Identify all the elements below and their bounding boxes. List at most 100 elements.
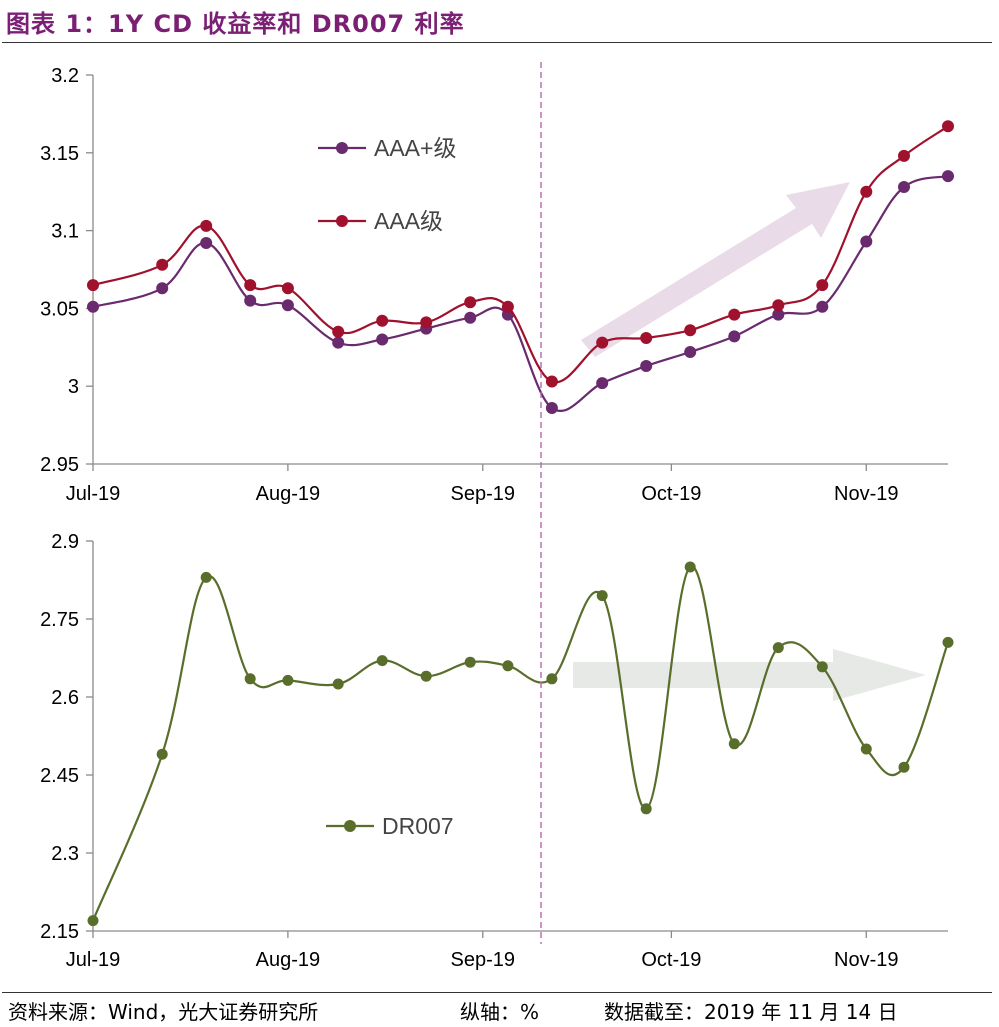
y-tick-label: 3.1 <box>51 221 79 243</box>
y-tick-label: 2.95 <box>40 454 79 476</box>
data-point <box>942 120 954 133</box>
y-tick-label: 2.75 <box>40 609 79 631</box>
data-point <box>545 375 558 388</box>
data-point <box>156 748 168 760</box>
y-tick-label: 3.2 <box>51 65 79 87</box>
data-point <box>728 308 741 321</box>
data-point <box>87 915 99 927</box>
x-tick-label: Sep-19 <box>451 949 516 971</box>
data-point <box>376 314 389 327</box>
data-point <box>640 332 653 344</box>
data-point <box>596 377 609 390</box>
data-point <box>464 311 477 324</box>
data-date-note: 数据截至：2019 年 11 月 14 日 <box>604 1000 898 1024</box>
footer: 资料来源：Wind，光大证券研究所 纵轴：% 数据截至：2019 年 11 月 … <box>8 996 988 1024</box>
chart-panel-1: 2.95 3 3.05 3.1 3.15 3.2 Jul-19 Aug-19 Sep-19 Oct… <box>40 65 954 505</box>
series-line <box>91 565 950 922</box>
x-tick-label: Nov-19 <box>834 949 898 971</box>
data-point <box>772 308 785 321</box>
x-tick-label: Aug-19 <box>256 949 321 971</box>
trend-arrow-up <box>581 182 850 357</box>
data-point <box>156 282 169 295</box>
data-point <box>728 330 741 343</box>
legend-marker <box>336 142 348 154</box>
data-point <box>545 402 558 414</box>
data-point <box>684 346 697 358</box>
x-tick-label: Oct-19 <box>641 949 701 971</box>
x-tick-label: Oct-19 <box>641 483 701 505</box>
source-note: 资料来源：Wind，光大证券研究所 <box>8 1000 319 1024</box>
x-tick-label: Aug-19 <box>256 483 321 505</box>
y-tick-label: 2.3 <box>51 843 79 865</box>
legend-entry: AAA级 <box>318 208 443 234</box>
footer-rule <box>2 992 992 993</box>
data-point <box>772 299 785 312</box>
data-point <box>772 642 784 654</box>
data-point <box>546 673 558 685</box>
x-tick-label: Nov-19 <box>834 483 898 505</box>
data-point <box>898 181 910 193</box>
data-point <box>200 237 213 249</box>
data-point <box>244 294 257 307</box>
y-tick-label: 3.15 <box>40 143 79 165</box>
chart-canvas: 2.95 3 3.05 3.1 3.15 3.2 Jul-19 Aug-19 Sep-19 Oct… <box>40 62 954 971</box>
data-point <box>816 279 829 292</box>
data-point <box>942 170 954 183</box>
data-point <box>898 149 910 162</box>
data-point <box>684 324 697 337</box>
data-point <box>898 761 910 773</box>
data-point <box>200 571 212 583</box>
data-point <box>860 743 872 755</box>
data-point <box>464 296 477 309</box>
chart-panel-2: 2.15 2.3 2.45 2.6 2.75 2.9 Jul-19 Aug-19 Sep-19 O… <box>40 531 954 971</box>
data-point <box>282 674 294 686</box>
data-point <box>87 300 99 313</box>
legend-marker <box>336 215 348 227</box>
x-tick-label: Jul-19 <box>66 949 120 971</box>
data-point <box>464 656 476 668</box>
data-point <box>332 678 344 690</box>
axis-unit-note: 纵轴：% <box>460 1000 540 1024</box>
data-point <box>376 333 389 346</box>
legend-label: DR007 <box>382 813 454 839</box>
data-point <box>684 561 696 573</box>
legend-entry: DR007 <box>326 813 454 839</box>
data-point <box>816 661 828 673</box>
data-point <box>281 282 294 295</box>
data-point <box>596 336 609 349</box>
series-1-2 <box>87 120 954 388</box>
title-rule <box>2 42 992 43</box>
series-line <box>92 125 949 384</box>
data-point <box>200 219 213 232</box>
legend-label: AAA级 <box>374 208 443 234</box>
data-point <box>281 299 294 312</box>
series-1-1 <box>87 170 954 414</box>
data-point <box>332 325 345 338</box>
data-point <box>332 336 345 349</box>
y-tick-label: 2.9 <box>51 531 79 553</box>
data-point <box>244 673 256 685</box>
legend-marker <box>344 820 356 832</box>
legend-label: AAA+级 <box>374 135 456 161</box>
legend-entry: AAA+级 <box>318 135 456 161</box>
data-point <box>860 185 873 198</box>
y-tick-label: 3 <box>68 376 79 398</box>
data-point <box>728 738 740 750</box>
data-point <box>156 258 169 271</box>
data-point <box>420 316 433 329</box>
data-point <box>87 279 99 292</box>
data-point <box>596 590 608 602</box>
y-tick-label: 3.05 <box>40 298 79 320</box>
y-tick-label: 2.15 <box>40 921 79 943</box>
data-point <box>860 235 873 248</box>
x-tick-label: Jul-19 <box>66 483 120 505</box>
data-point <box>942 636 954 648</box>
trend-arrow-flat <box>573 649 926 701</box>
data-point <box>501 300 514 313</box>
y-tick-label: 2.45 <box>40 765 79 787</box>
x-tick-label: Sep-19 <box>451 483 516 505</box>
y-tick-label: 2.6 <box>51 687 79 709</box>
series-2-1 <box>87 561 954 927</box>
data-point <box>376 655 388 667</box>
data-point <box>420 670 432 682</box>
